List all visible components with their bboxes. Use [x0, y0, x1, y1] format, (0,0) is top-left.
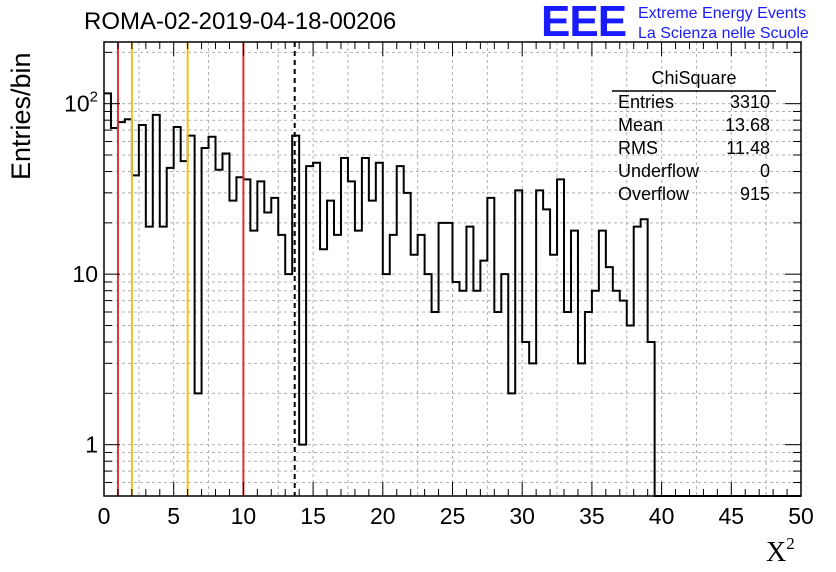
x-tick-label: 45: [719, 503, 745, 529]
stats-row: Underflow 0: [618, 161, 770, 182]
x-tick-label: 10: [231, 503, 257, 529]
stats-row: Overflow 915: [618, 184, 770, 205]
stats-row: RMS 11.48: [618, 138, 770, 159]
grid: [104, 42, 801, 496]
logo-line-2: La Scienza nelle Scuole: [638, 25, 809, 42]
stats-value: 11.48: [726, 138, 770, 158]
stats-box-title: ChiSquare: [651, 68, 737, 88]
y-axis-label: Entries/bin: [6, 52, 36, 180]
x-tick-label: 5: [167, 503, 180, 529]
x-axis-label: X2: [766, 534, 795, 568]
stats-label: Overflow: [618, 184, 690, 204]
stats-label: Underflow: [618, 161, 700, 181]
x-tick-label: 30: [509, 503, 535, 529]
logo-line-1: Extreme Energy Events: [638, 5, 807, 22]
stats-label: RMS: [618, 138, 658, 158]
eee-logo: EEE: [541, 0, 627, 46]
y-tick-label: 10: [72, 261, 98, 287]
x-tick-label: 40: [649, 503, 675, 529]
y-tick-label: 102: [64, 89, 98, 117]
cut-lines: [116, 42, 776, 496]
x-tick-label: 20: [370, 503, 396, 529]
stats-value: 3310: [729, 92, 770, 112]
chart-title: ROMA-02-2019-04-18-00206: [84, 8, 397, 35]
stats-row: Mean 13.68: [618, 115, 770, 136]
y-tick-label: 1: [85, 432, 98, 458]
stats-value: 13.68: [724, 115, 770, 135]
stats-row: Entries 3310: [618, 92, 770, 113]
x-tick-label: 15: [300, 503, 326, 529]
histogram-line: [104, 92, 801, 497]
stats-value: 915: [739, 184, 770, 204]
x-tick-label: 0: [98, 503, 111, 529]
x-tick-label: 25: [440, 503, 466, 529]
histogram-bars: [104, 92, 801, 497]
y-tick-exponent: 2: [90, 89, 98, 106]
stats-value: 0: [759, 161, 770, 181]
x-tick-label: 50: [788, 503, 814, 529]
stats-label: Mean: [618, 115, 664, 135]
x-tick-label: 35: [579, 503, 605, 529]
stats-label: Entries: [618, 92, 675, 112]
axis-ticks: [103, 42, 802, 496]
